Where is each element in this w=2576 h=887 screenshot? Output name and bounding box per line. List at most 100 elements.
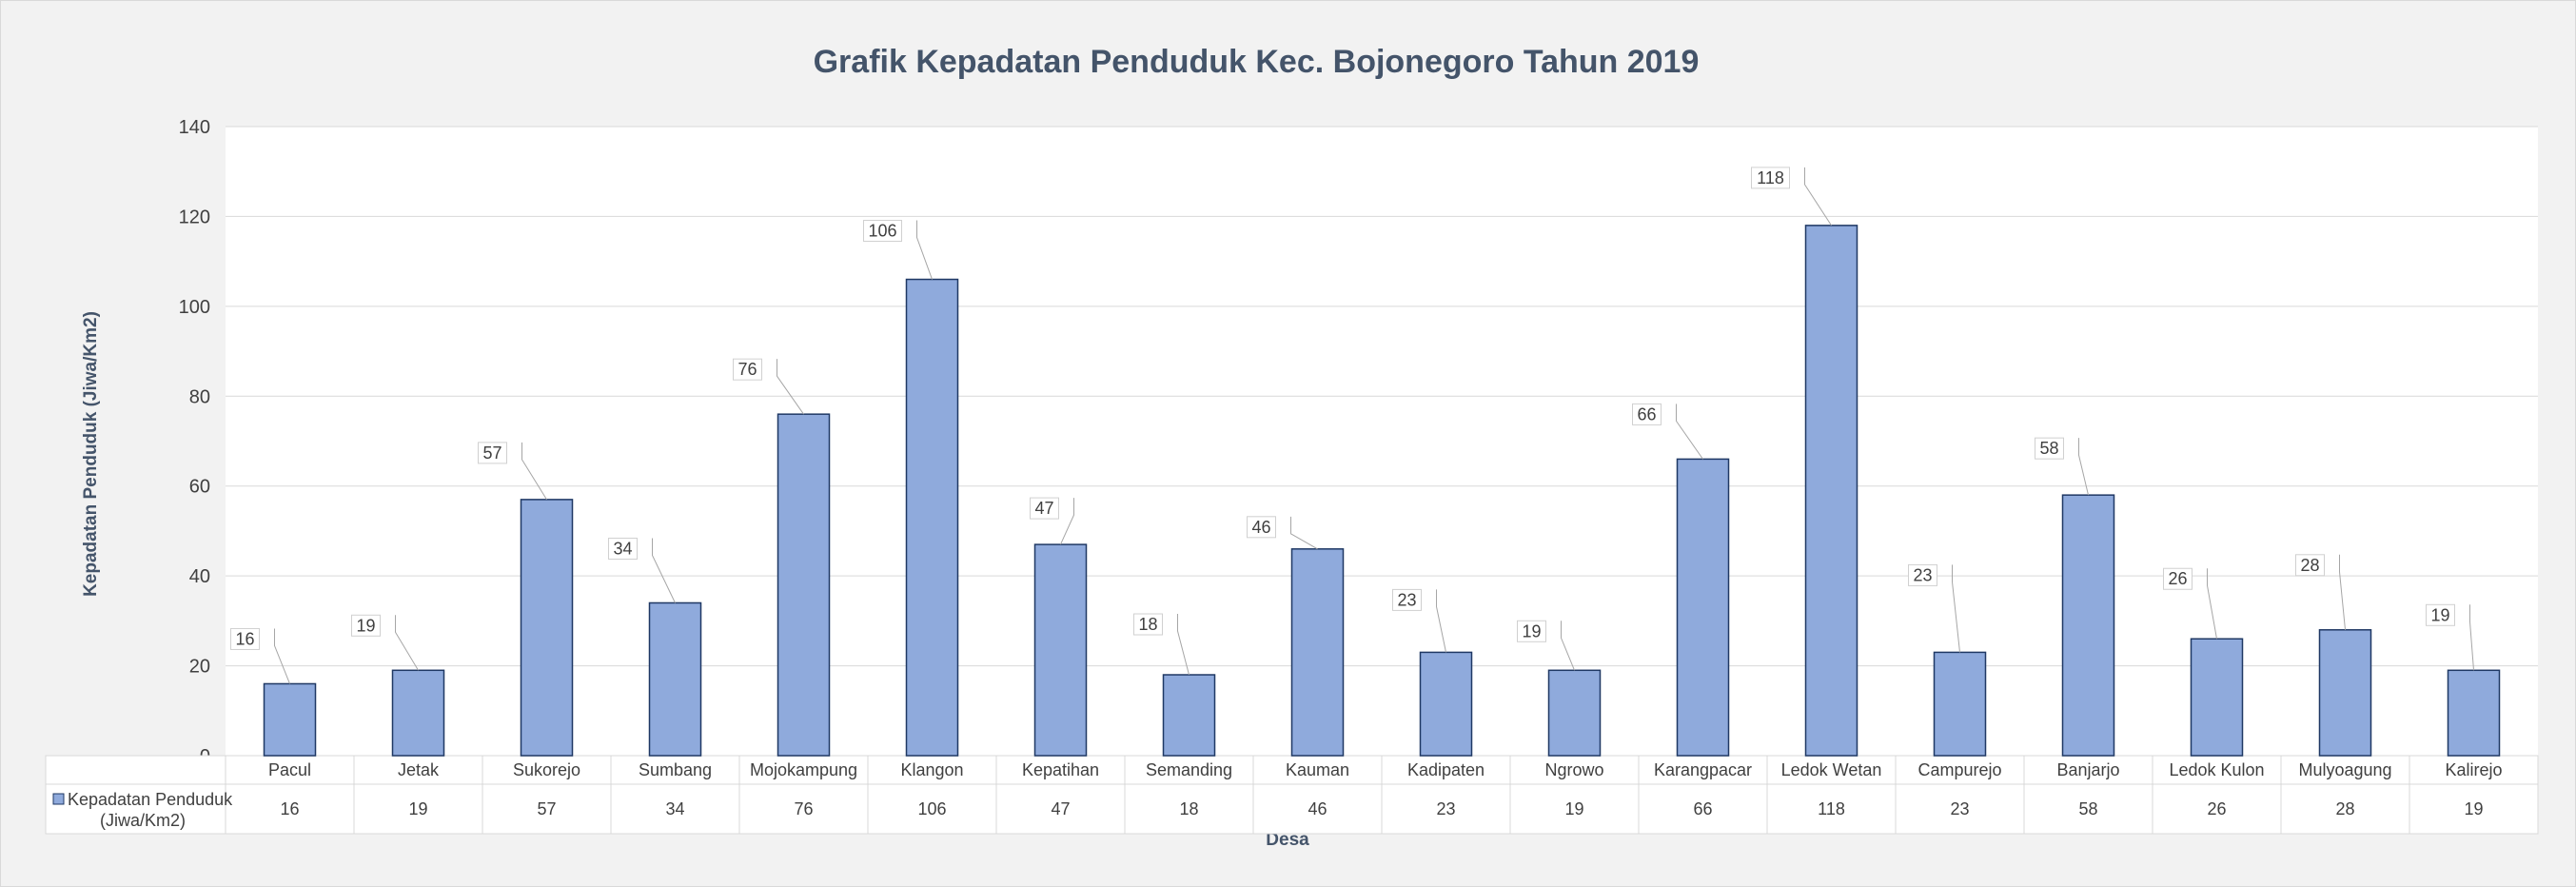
bar bbox=[1162, 674, 1216, 757]
data-label-box bbox=[2426, 603, 2455, 626]
table-value: 57 bbox=[537, 799, 556, 818]
data-label-box bbox=[1751, 167, 1790, 189]
data-label-box bbox=[1908, 563, 1937, 586]
legend-label: (Jiwa/Km2) bbox=[100, 811, 186, 830]
table-value: 76 bbox=[794, 799, 813, 818]
x-tick-label: Jetak bbox=[398, 760, 440, 779]
table-value: 106 bbox=[917, 799, 946, 818]
x-tick-label: Semanding bbox=[1146, 760, 1232, 779]
data-label: 18 bbox=[1138, 615, 1157, 634]
data-label-box bbox=[1517, 620, 1546, 642]
x-tick-label: Kauman bbox=[1286, 760, 1349, 779]
table-value: 23 bbox=[1950, 799, 1969, 818]
leader-line bbox=[1804, 167, 1832, 227]
data-label: 106 bbox=[868, 222, 896, 241]
data-label-box bbox=[608, 537, 638, 560]
data-label: 23 bbox=[1913, 565, 1932, 584]
y-tick-label: 80 bbox=[189, 386, 210, 407]
legend-label: Kepadatan Penduduk bbox=[68, 790, 233, 809]
bar bbox=[1547, 669, 1602, 757]
bar bbox=[1033, 543, 1088, 757]
leader-line bbox=[2078, 438, 2089, 496]
x-tick-label: Ngrowo bbox=[1544, 760, 1603, 779]
data-label-box bbox=[1632, 403, 1662, 425]
data-label-box bbox=[733, 358, 762, 381]
leader-line bbox=[1060, 498, 1074, 545]
leader-line bbox=[2207, 568, 2217, 640]
bar bbox=[2447, 669, 2501, 757]
data-label: 46 bbox=[1251, 518, 1270, 537]
leader-line bbox=[1561, 621, 1575, 671]
table-value: 58 bbox=[2078, 799, 2097, 818]
data-label: 34 bbox=[613, 539, 632, 558]
data-label: 19 bbox=[1522, 621, 1541, 641]
leader-line bbox=[1436, 589, 1446, 653]
data-label: 26 bbox=[2168, 569, 2187, 588]
y-tick-label: 100 bbox=[179, 297, 210, 318]
table-value: 26 bbox=[2207, 799, 2226, 818]
table-value: 66 bbox=[1693, 799, 1712, 818]
data-label: 47 bbox=[1034, 499, 1053, 518]
data-label-box bbox=[2295, 554, 2325, 577]
x-tick-label: Karangpacar bbox=[1654, 760, 1752, 779]
bar bbox=[1676, 458, 1730, 757]
table-value: 19 bbox=[408, 799, 427, 818]
data-label: 16 bbox=[235, 629, 254, 648]
bar bbox=[263, 682, 317, 757]
bar bbox=[1933, 651, 1987, 757]
bar bbox=[2190, 638, 2244, 757]
x-tick-label: Kepatihan bbox=[1022, 760, 1099, 779]
leader-line bbox=[2339, 554, 2346, 630]
data-label-box bbox=[351, 614, 381, 637]
data-label: 66 bbox=[1637, 404, 1656, 424]
x-tick-label: Kalirejo bbox=[2445, 760, 2502, 779]
data-label: 57 bbox=[482, 444, 501, 463]
x-axis-title: Desa bbox=[1266, 830, 1309, 850]
x-tick-label: Klangon bbox=[900, 760, 963, 779]
x-tick-label: Mojokampung bbox=[750, 760, 857, 779]
table-value: 34 bbox=[665, 799, 684, 818]
x-tick-label: Banjarjo bbox=[2056, 760, 2119, 779]
table-value: 19 bbox=[1564, 799, 1583, 818]
leader-line bbox=[777, 359, 804, 415]
leader-line bbox=[2469, 604, 2474, 671]
data-label: 19 bbox=[2430, 605, 2449, 624]
leader-line bbox=[274, 628, 290, 684]
data-label-box bbox=[2035, 437, 2064, 460]
data-label: 23 bbox=[1397, 590, 1416, 609]
table-value: 47 bbox=[1051, 799, 1070, 818]
table-value: 28 bbox=[2335, 799, 2354, 818]
data-label-box bbox=[230, 627, 260, 650]
bar bbox=[1419, 651, 1473, 757]
leader-line bbox=[916, 220, 933, 280]
data-label-box bbox=[1133, 613, 1163, 636]
x-tick-label: Mulyoagung bbox=[2298, 760, 2391, 779]
bar bbox=[648, 601, 702, 757]
leader-line bbox=[652, 538, 676, 603]
data-label-box bbox=[2163, 567, 2193, 590]
legend-swatch bbox=[52, 793, 65, 805]
data-label-box bbox=[1392, 588, 1422, 611]
bar bbox=[1290, 548, 1345, 757]
leader-line bbox=[1676, 404, 1703, 460]
leader-line bbox=[521, 442, 547, 501]
data-label: 76 bbox=[737, 360, 757, 379]
bar bbox=[2318, 629, 2372, 757]
data-label-box bbox=[478, 442, 507, 464]
y-tick-label: 40 bbox=[189, 566, 210, 587]
bar bbox=[520, 499, 574, 757]
y-tick-label: 140 bbox=[179, 117, 210, 138]
data-label: 28 bbox=[2300, 556, 2319, 575]
leader-line bbox=[1290, 516, 1318, 550]
x-tick-label: Sumbang bbox=[639, 760, 712, 779]
table-value: 46 bbox=[1308, 799, 1327, 818]
x-tick-label: Kadipaten bbox=[1407, 760, 1485, 779]
bar bbox=[1804, 225, 1858, 757]
table-value: 23 bbox=[1436, 799, 1455, 818]
data-label: 58 bbox=[2039, 439, 2058, 458]
data-label-box bbox=[1030, 497, 1059, 520]
x-tick-label: Pacul bbox=[268, 760, 311, 779]
y-tick-label: 120 bbox=[179, 207, 210, 227]
x-tick-label: Campurejo bbox=[1917, 760, 2001, 779]
x-tick-label: Ledok Wetan bbox=[1781, 760, 1882, 779]
